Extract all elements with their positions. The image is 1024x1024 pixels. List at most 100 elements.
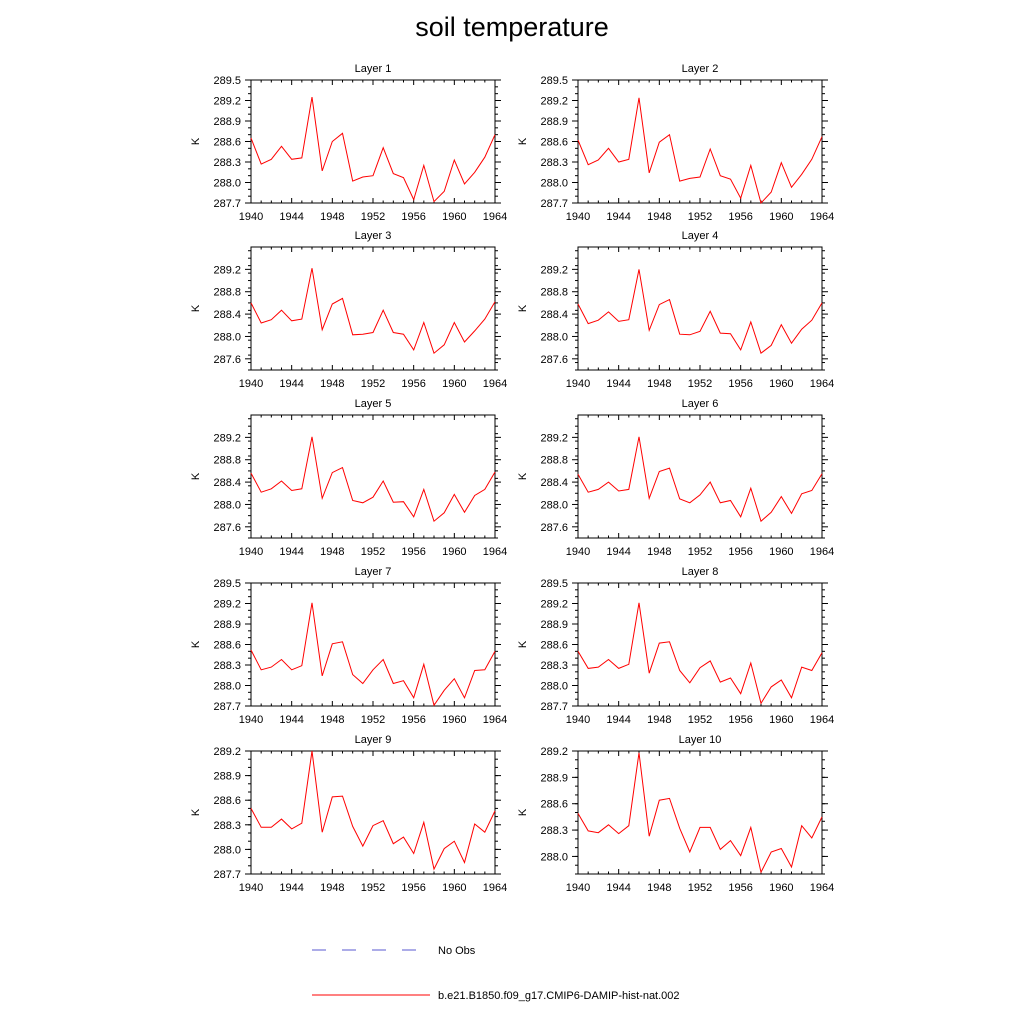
y-tick-label: 288.0 bbox=[213, 178, 241, 190]
x-tick-label: 1952 bbox=[688, 546, 712, 558]
x-tick-label: 1944 bbox=[606, 546, 630, 558]
x-tick-label: 1948 bbox=[320, 714, 344, 726]
panel-title: Layer 10 bbox=[679, 734, 722, 746]
y-tick-label: 287.6 bbox=[540, 522, 568, 534]
y-tick-label: 288.6 bbox=[540, 640, 568, 652]
legend-label-series: b.e21.B1850.f09_g17.CMIP6-DAMIP-hist-nat… bbox=[438, 990, 680, 1002]
y-tick-label: 287.7 bbox=[213, 869, 241, 881]
x-tick-label: 1940 bbox=[566, 546, 590, 558]
y-tick-label: 287.7 bbox=[213, 701, 241, 713]
x-tick-label: 1956 bbox=[728, 882, 752, 894]
y-tick-label: 288.3 bbox=[213, 820, 241, 832]
series-line bbox=[577, 752, 823, 874]
plot-frame bbox=[250, 246, 496, 371]
y-tick-label: 287.7 bbox=[540, 701, 568, 713]
panel-layer-6: Layer 6 K 1940 1944 1948 1952 1956 1960 1964 287.… bbox=[517, 398, 834, 558]
plot-frame bbox=[577, 79, 823, 204]
y-tick-label: 288.3 bbox=[540, 660, 568, 672]
x-tick-label: 1948 bbox=[647, 378, 671, 390]
x-tick-label: 1948 bbox=[320, 546, 344, 558]
y-axis-label: K bbox=[190, 640, 202, 648]
x-tick-label: 1960 bbox=[442, 714, 466, 726]
x-tick-label: 1940 bbox=[239, 378, 263, 390]
x-tick-label: 1944 bbox=[279, 714, 303, 726]
x-tick-label: 1948 bbox=[320, 211, 344, 223]
y-tick-label: 287.7 bbox=[540, 198, 568, 210]
x-tick-label: 1964 bbox=[810, 546, 834, 558]
y-tick-label: 288.0 bbox=[540, 331, 568, 343]
x-tick-label: 1952 bbox=[361, 546, 385, 558]
plot-frame bbox=[577, 246, 823, 371]
y-tick-label: 288.0 bbox=[540, 499, 568, 511]
x-tick-label: 1948 bbox=[647, 546, 671, 558]
y-tick-label: 288.6 bbox=[213, 795, 241, 807]
x-tick-label: 1944 bbox=[279, 882, 303, 894]
y-tick-label: 288.9 bbox=[540, 619, 568, 631]
x-tick-label: 1964 bbox=[483, 211, 507, 223]
x-tick-label: 1944 bbox=[606, 714, 630, 726]
panels-group: Layer 1 K 1940 1944 1948 1952 1956 1960 1964 287.… bbox=[190, 63, 834, 894]
series-line bbox=[250, 602, 496, 707]
x-tick-label: 1948 bbox=[647, 714, 671, 726]
panel-title: Layer 2 bbox=[682, 63, 719, 75]
x-tick-label: 1960 bbox=[769, 882, 793, 894]
panel-layer-3: Layer 3 K 1940 1944 1948 1952 1956 1960 1964 287.… bbox=[190, 230, 507, 390]
series-line bbox=[577, 269, 823, 355]
y-axis-label: K bbox=[517, 137, 529, 145]
y-axis-label: K bbox=[190, 472, 202, 480]
series-line bbox=[577, 97, 823, 204]
y-tick-label: 288.0 bbox=[540, 851, 568, 863]
y-tick-label: 289.2 bbox=[540, 264, 568, 276]
x-tick-label: 1944 bbox=[279, 378, 303, 390]
y-axis-label: K bbox=[517, 640, 529, 648]
panel-layer-7: Layer 7 K 1940 1944 1948 1952 1956 1960 1964 287.… bbox=[190, 566, 507, 726]
y-tick-label: 288.9 bbox=[213, 116, 241, 128]
panel-title: Layer 9 bbox=[355, 734, 392, 746]
x-tick-label: 1964 bbox=[483, 378, 507, 390]
y-tick-label: 288.4 bbox=[540, 309, 568, 321]
x-tick-label: 1960 bbox=[442, 882, 466, 894]
y-tick-label: 289.2 bbox=[540, 746, 568, 758]
y-tick-label: 287.7 bbox=[213, 198, 241, 210]
y-tick-label: 289.2 bbox=[540, 96, 568, 108]
y-tick-label: 288.6 bbox=[540, 799, 568, 811]
y-tick-label: 289.2 bbox=[213, 746, 241, 758]
panel-layer-8: Layer 8 K 1940 1944 1948 1952 1956 1960 1964 287.… bbox=[517, 566, 834, 726]
panel-title: Layer 7 bbox=[355, 566, 392, 578]
y-axis-label: K bbox=[190, 304, 202, 312]
y-tick-label: 289.2 bbox=[540, 432, 568, 444]
y-tick-label: 288.0 bbox=[213, 844, 241, 856]
x-tick-label: 1964 bbox=[483, 882, 507, 894]
y-tick-label: 288.3 bbox=[213, 157, 241, 169]
y-tick-label: 288.0 bbox=[213, 681, 241, 693]
y-tick-label: 289.5 bbox=[213, 578, 241, 590]
panel-layer-9: Layer 9 K 1940 1944 1948 1952 1956 1960 1964 287.… bbox=[190, 734, 507, 894]
y-tick-label: 288.4 bbox=[540, 477, 568, 489]
chart-title: soil temperature bbox=[415, 12, 609, 42]
series-line bbox=[577, 436, 823, 523]
x-tick-label: 1952 bbox=[688, 882, 712, 894]
x-tick-label: 1940 bbox=[239, 211, 263, 223]
x-tick-label: 1960 bbox=[769, 714, 793, 726]
panel-title: Layer 4 bbox=[682, 230, 719, 242]
x-tick-label: 1952 bbox=[688, 378, 712, 390]
x-tick-label: 1952 bbox=[361, 378, 385, 390]
y-tick-label: 288.0 bbox=[213, 331, 241, 343]
x-tick-label: 1952 bbox=[361, 882, 385, 894]
panel-layer-1: Layer 1 K 1940 1944 1948 1952 1956 1960 1964 287.… bbox=[190, 63, 507, 223]
x-tick-label: 1940 bbox=[239, 546, 263, 558]
x-tick-label: 1952 bbox=[688, 714, 712, 726]
y-tick-label: 288.9 bbox=[213, 771, 241, 783]
x-tick-label: 1952 bbox=[688, 211, 712, 223]
y-axis-label: K bbox=[190, 137, 202, 145]
x-tick-label: 1944 bbox=[279, 211, 303, 223]
x-tick-label: 1964 bbox=[810, 378, 834, 390]
x-tick-label: 1940 bbox=[566, 882, 590, 894]
y-tick-label: 289.5 bbox=[540, 578, 568, 590]
y-tick-label: 288.8 bbox=[540, 287, 568, 299]
plot-frame bbox=[250, 582, 496, 707]
plot-frame bbox=[577, 414, 823, 539]
series-line bbox=[250, 268, 496, 355]
y-tick-label: 289.2 bbox=[213, 264, 241, 276]
